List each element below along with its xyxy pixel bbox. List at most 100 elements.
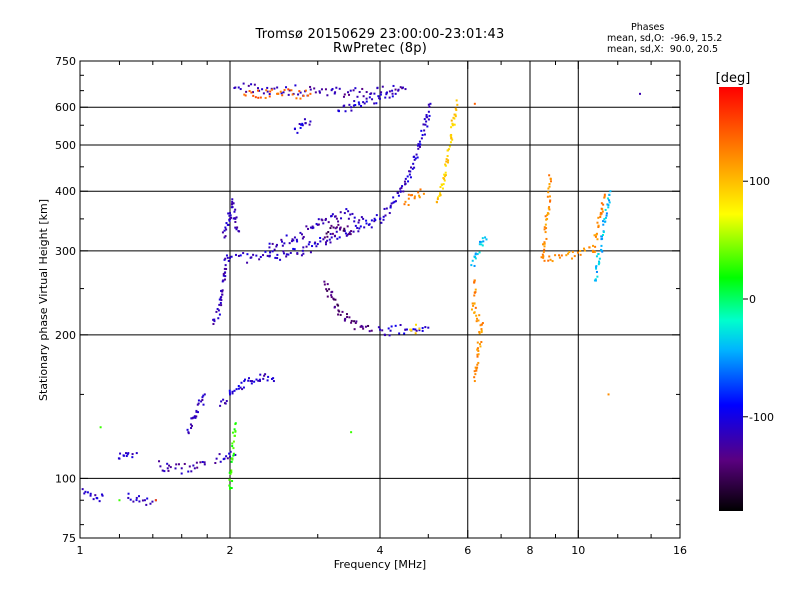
data-point bbox=[479, 324, 482, 327]
data-point bbox=[607, 204, 610, 207]
data-point bbox=[131, 456, 134, 459]
data-point bbox=[273, 87, 276, 90]
colorbar-tick-label: -100 bbox=[749, 411, 774, 424]
data-point bbox=[151, 500, 154, 503]
data-point bbox=[161, 469, 164, 472]
data-point bbox=[358, 90, 361, 93]
y-tick-label: 600 bbox=[55, 101, 76, 114]
data-point bbox=[571, 257, 574, 260]
data-point bbox=[343, 319, 346, 322]
data-point bbox=[546, 217, 549, 220]
data-point bbox=[333, 92, 336, 95]
data-point bbox=[225, 268, 228, 271]
data-point bbox=[223, 229, 226, 232]
data-point bbox=[135, 496, 138, 499]
data-point bbox=[348, 93, 351, 96]
data-point bbox=[600, 207, 603, 210]
data-point bbox=[308, 241, 311, 244]
data-point bbox=[392, 201, 395, 204]
data-point bbox=[368, 223, 371, 226]
data-point bbox=[541, 253, 544, 256]
data-point bbox=[251, 380, 254, 383]
data-point bbox=[409, 176, 412, 179]
data-point bbox=[402, 86, 405, 89]
data-point bbox=[325, 232, 328, 235]
data-point bbox=[262, 254, 265, 257]
data-point bbox=[349, 89, 352, 92]
data-point bbox=[443, 177, 446, 180]
data-point bbox=[275, 243, 278, 246]
data-point bbox=[326, 94, 329, 97]
data-point bbox=[258, 258, 261, 261]
data-point bbox=[548, 183, 551, 186]
data-point bbox=[598, 261, 601, 264]
data-point bbox=[195, 409, 198, 412]
data-point bbox=[326, 295, 329, 298]
data-point bbox=[329, 227, 332, 230]
data-point bbox=[597, 263, 600, 266]
data-point bbox=[477, 353, 480, 356]
data-point bbox=[544, 215, 547, 218]
data-point bbox=[159, 465, 162, 468]
data-point bbox=[558, 254, 561, 257]
data-point bbox=[232, 452, 235, 455]
data-point bbox=[607, 206, 610, 209]
data-point bbox=[602, 220, 605, 223]
data-point bbox=[399, 187, 402, 190]
data-point bbox=[281, 94, 284, 97]
data-point bbox=[473, 102, 476, 105]
data-point bbox=[424, 123, 427, 126]
data-point bbox=[268, 242, 271, 245]
data-point bbox=[427, 118, 430, 121]
data-point bbox=[324, 88, 327, 91]
data-point bbox=[419, 143, 422, 146]
data-point bbox=[482, 240, 485, 243]
data-point bbox=[233, 428, 236, 431]
data-point bbox=[328, 288, 331, 291]
data-point bbox=[595, 266, 598, 269]
data-point bbox=[543, 241, 546, 244]
data-point bbox=[593, 250, 596, 253]
data-point bbox=[354, 224, 357, 227]
data-point bbox=[485, 238, 488, 241]
data-point bbox=[546, 214, 549, 217]
data-point bbox=[595, 267, 598, 270]
data-point bbox=[228, 214, 231, 217]
data-point bbox=[187, 470, 190, 473]
data-point bbox=[174, 467, 177, 470]
data-point bbox=[363, 226, 366, 229]
data-point bbox=[146, 497, 149, 500]
data-point bbox=[383, 207, 386, 210]
data-point bbox=[138, 500, 141, 503]
data-point bbox=[302, 235, 305, 238]
data-point bbox=[565, 254, 568, 257]
data-point bbox=[596, 238, 599, 241]
data-point bbox=[407, 204, 410, 207]
data-point bbox=[472, 304, 475, 307]
data-point bbox=[371, 98, 374, 101]
data-point bbox=[608, 193, 611, 196]
data-point bbox=[367, 324, 370, 327]
data-point bbox=[394, 92, 397, 95]
data-point bbox=[407, 180, 410, 183]
data-point bbox=[187, 432, 190, 435]
data-point bbox=[601, 233, 604, 236]
data-point bbox=[475, 317, 478, 320]
data-point bbox=[336, 237, 339, 240]
data-point bbox=[257, 96, 260, 99]
data-point bbox=[216, 307, 219, 310]
data-point bbox=[360, 216, 363, 219]
data-point bbox=[315, 245, 318, 248]
data-point bbox=[219, 460, 222, 463]
data-point bbox=[145, 503, 148, 506]
colorbar-tick-label: 100 bbox=[749, 175, 770, 188]
data-point bbox=[319, 236, 322, 239]
data-point bbox=[338, 87, 341, 90]
data-point bbox=[101, 494, 104, 497]
data-point bbox=[339, 228, 342, 231]
data-point bbox=[270, 377, 273, 380]
y-tick-label: 300 bbox=[55, 245, 76, 258]
data-point bbox=[244, 94, 247, 97]
data-point bbox=[350, 431, 353, 434]
data-point bbox=[222, 274, 225, 277]
